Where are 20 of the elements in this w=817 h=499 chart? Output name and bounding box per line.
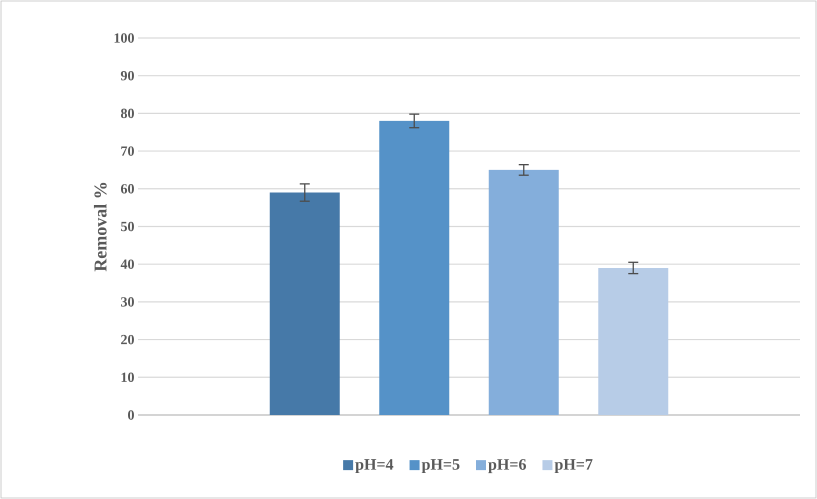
y-tick-label: 20 <box>121 334 134 344</box>
legend-label: pH=5 <box>422 459 460 474</box>
y-tick-label: 60 <box>120 184 134 194</box>
y-tick-label: 100 <box>114 33 134 43</box>
y-tick-label: 0 <box>128 410 134 420</box>
legend-label: pH=7 <box>554 459 593 474</box>
bar <box>598 268 668 415</box>
y-tick-label: 30 <box>121 297 134 307</box>
y-tick-label: 90 <box>120 70 134 80</box>
y-tick-label: 40 <box>120 259 134 269</box>
y-tick-label: 80 <box>120 108 134 118</box>
bar <box>488 170 559 415</box>
legend-label: pH=4 <box>355 459 394 474</box>
y-tick-label: 70 <box>121 146 134 156</box>
bar <box>379 120 450 415</box>
legend-label: pH=6 <box>488 459 526 474</box>
y-tick-label: 10 <box>122 372 134 382</box>
y-tick-label: 50 <box>121 222 134 232</box>
y-axis-title: Removal % <box>94 182 107 272</box>
bar <box>270 192 340 415</box>
